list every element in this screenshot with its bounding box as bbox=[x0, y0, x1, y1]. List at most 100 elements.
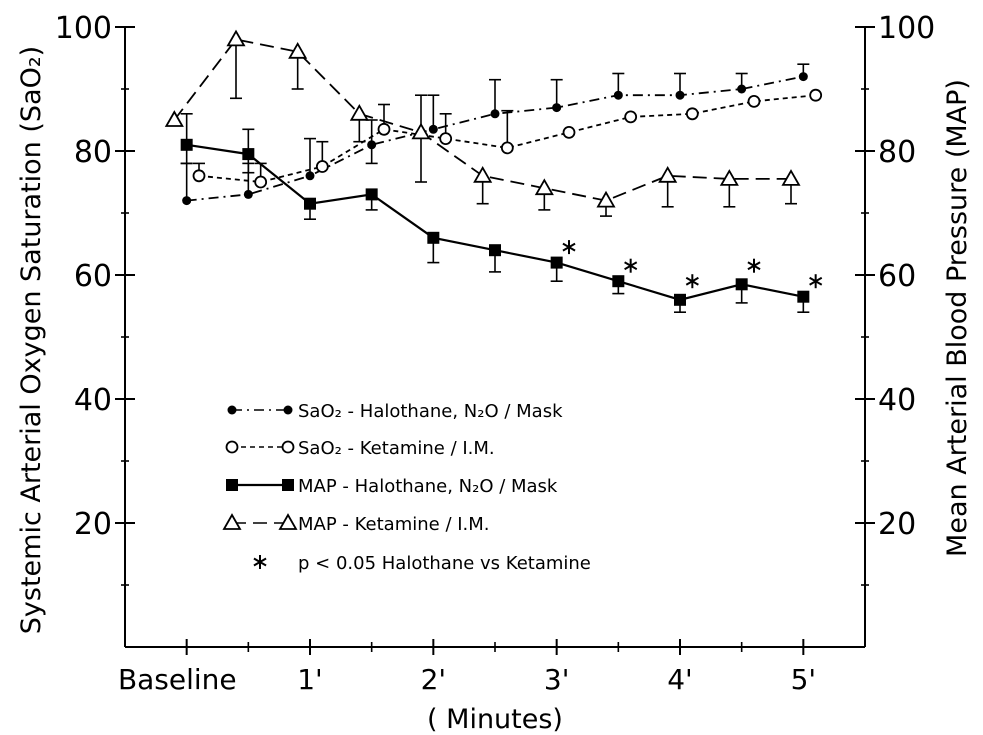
data-point bbox=[226, 29, 246, 47]
data-point bbox=[365, 188, 378, 201]
data-point bbox=[737, 84, 747, 94]
data-point bbox=[349, 103, 369, 121]
data-point bbox=[797, 290, 810, 303]
legend-marker bbox=[227, 405, 237, 415]
data-point bbox=[500, 141, 514, 155]
y-tick-label-left: 60 bbox=[74, 259, 112, 294]
data-point bbox=[562, 125, 576, 139]
x-tick-label: 1' bbox=[297, 663, 323, 696]
star-stroke bbox=[685, 276, 699, 286]
legend-marker bbox=[226, 479, 238, 491]
significance-star bbox=[624, 258, 638, 273]
data-point bbox=[182, 196, 192, 206]
data-point bbox=[180, 138, 193, 151]
star-stroke bbox=[747, 261, 761, 271]
data-point bbox=[490, 109, 500, 119]
series-layer bbox=[164, 29, 823, 314]
legend-label: SaO₂ - Ketamine / I.M. bbox=[298, 438, 495, 459]
data-point bbox=[377, 122, 391, 136]
y-tick-label-left: 80 bbox=[74, 135, 112, 170]
x-tick-label: Baseline bbox=[118, 663, 237, 696]
data-point bbox=[489, 244, 501, 257]
data-point bbox=[304, 197, 316, 210]
data-point bbox=[439, 132, 453, 146]
legend-star bbox=[253, 555, 267, 569]
significance-star bbox=[562, 240, 576, 255]
star-stroke bbox=[624, 261, 638, 271]
significance-star bbox=[685, 274, 699, 289]
data-point bbox=[747, 95, 761, 108]
series-3 bbox=[164, 29, 801, 217]
y-tick-label-left: 100 bbox=[55, 11, 112, 46]
y-tick-label-right: 100 bbox=[878, 11, 935, 46]
data-point bbox=[798, 72, 808, 82]
legend-marker bbox=[283, 405, 293, 415]
legend-marker bbox=[278, 513, 298, 530]
x-tick-label: 3' bbox=[544, 663, 570, 696]
data-point bbox=[367, 140, 377, 150]
data-point bbox=[685, 107, 699, 121]
data-point bbox=[781, 169, 801, 186]
y-tick-label-left: 40 bbox=[74, 383, 112, 418]
data-point bbox=[411, 122, 431, 140]
data-point bbox=[552, 103, 562, 113]
data-point bbox=[315, 160, 329, 173]
series-line bbox=[186, 143, 804, 301]
data-point bbox=[288, 41, 308, 59]
data-point bbox=[242, 148, 255, 161]
data-point bbox=[473, 165, 493, 183]
data-point bbox=[164, 110, 184, 127]
legend-label: p < 0.05 Halothane vs Ketamine bbox=[298, 553, 591, 574]
series-2 bbox=[180, 113, 810, 314]
star-stroke bbox=[562, 242, 576, 252]
data-point bbox=[192, 169, 206, 183]
star-stroke bbox=[253, 557, 267, 567]
legend-marker bbox=[222, 513, 242, 530]
data-point bbox=[675, 90, 685, 100]
legend-marker bbox=[282, 479, 294, 491]
y-axis-label-right: Mean Arterial Blood Pressure (MAP) bbox=[942, 79, 973, 557]
star-stroke bbox=[809, 276, 823, 286]
significance-star bbox=[809, 274, 823, 289]
data-point bbox=[719, 169, 739, 186]
legend-marker bbox=[225, 440, 239, 454]
data-point bbox=[809, 88, 823, 102]
data-point bbox=[254, 175, 268, 189]
data-point bbox=[596, 190, 616, 208]
y-tick-label-right: 80 bbox=[878, 135, 916, 170]
legend: SaO₂ - Halothane, N₂O / Mask SaO₂ - Ketam… bbox=[222, 401, 591, 574]
data-point bbox=[427, 231, 440, 244]
x-axis-label: ( Minutes) bbox=[427, 704, 563, 735]
legend-label: SaO₂ - Halothane, N₂O / Mask bbox=[298, 401, 563, 422]
axes: 20 20 40 40 60 60 80 80 100 100 Baseline 1' 2' 3' 4' 5' bbox=[55, 11, 936, 696]
series-0 bbox=[180, 63, 810, 206]
data-point bbox=[534, 178, 554, 196]
x-tick-label: 5' bbox=[791, 663, 817, 696]
legend-label: MAP - Ketamine / I.M. bbox=[298, 514, 490, 535]
x-tick-label: 4' bbox=[667, 663, 693, 696]
data-point bbox=[612, 275, 625, 288]
y-tick-label-left: 20 bbox=[74, 507, 112, 542]
data-point bbox=[613, 90, 623, 100]
data-point bbox=[658, 165, 678, 183]
data-point bbox=[305, 171, 315, 181]
significance-star bbox=[747, 258, 761, 273]
x-tick-label: 2' bbox=[421, 663, 447, 696]
significance-markers bbox=[562, 240, 823, 289]
y-tick-label-right: 20 bbox=[878, 507, 916, 542]
series-line bbox=[198, 94, 816, 183]
data-point bbox=[428, 124, 438, 134]
y-axis-label-left: Systemic Arterial Oxygen Saturation (SaO… bbox=[16, 46, 47, 634]
series-1 bbox=[192, 88, 823, 189]
data-point bbox=[624, 110, 638, 124]
y-tick-label-right: 40 bbox=[878, 383, 916, 418]
data-point bbox=[735, 278, 748, 291]
legend-label: MAP - Halothane, N₂O / Mask bbox=[298, 476, 558, 497]
data-point bbox=[243, 189, 253, 199]
legend-marker bbox=[281, 440, 295, 454]
series-line bbox=[186, 75, 804, 202]
y-tick-label-right: 60 bbox=[878, 259, 916, 294]
data-point bbox=[674, 293, 686, 306]
data-point bbox=[550, 256, 563, 269]
